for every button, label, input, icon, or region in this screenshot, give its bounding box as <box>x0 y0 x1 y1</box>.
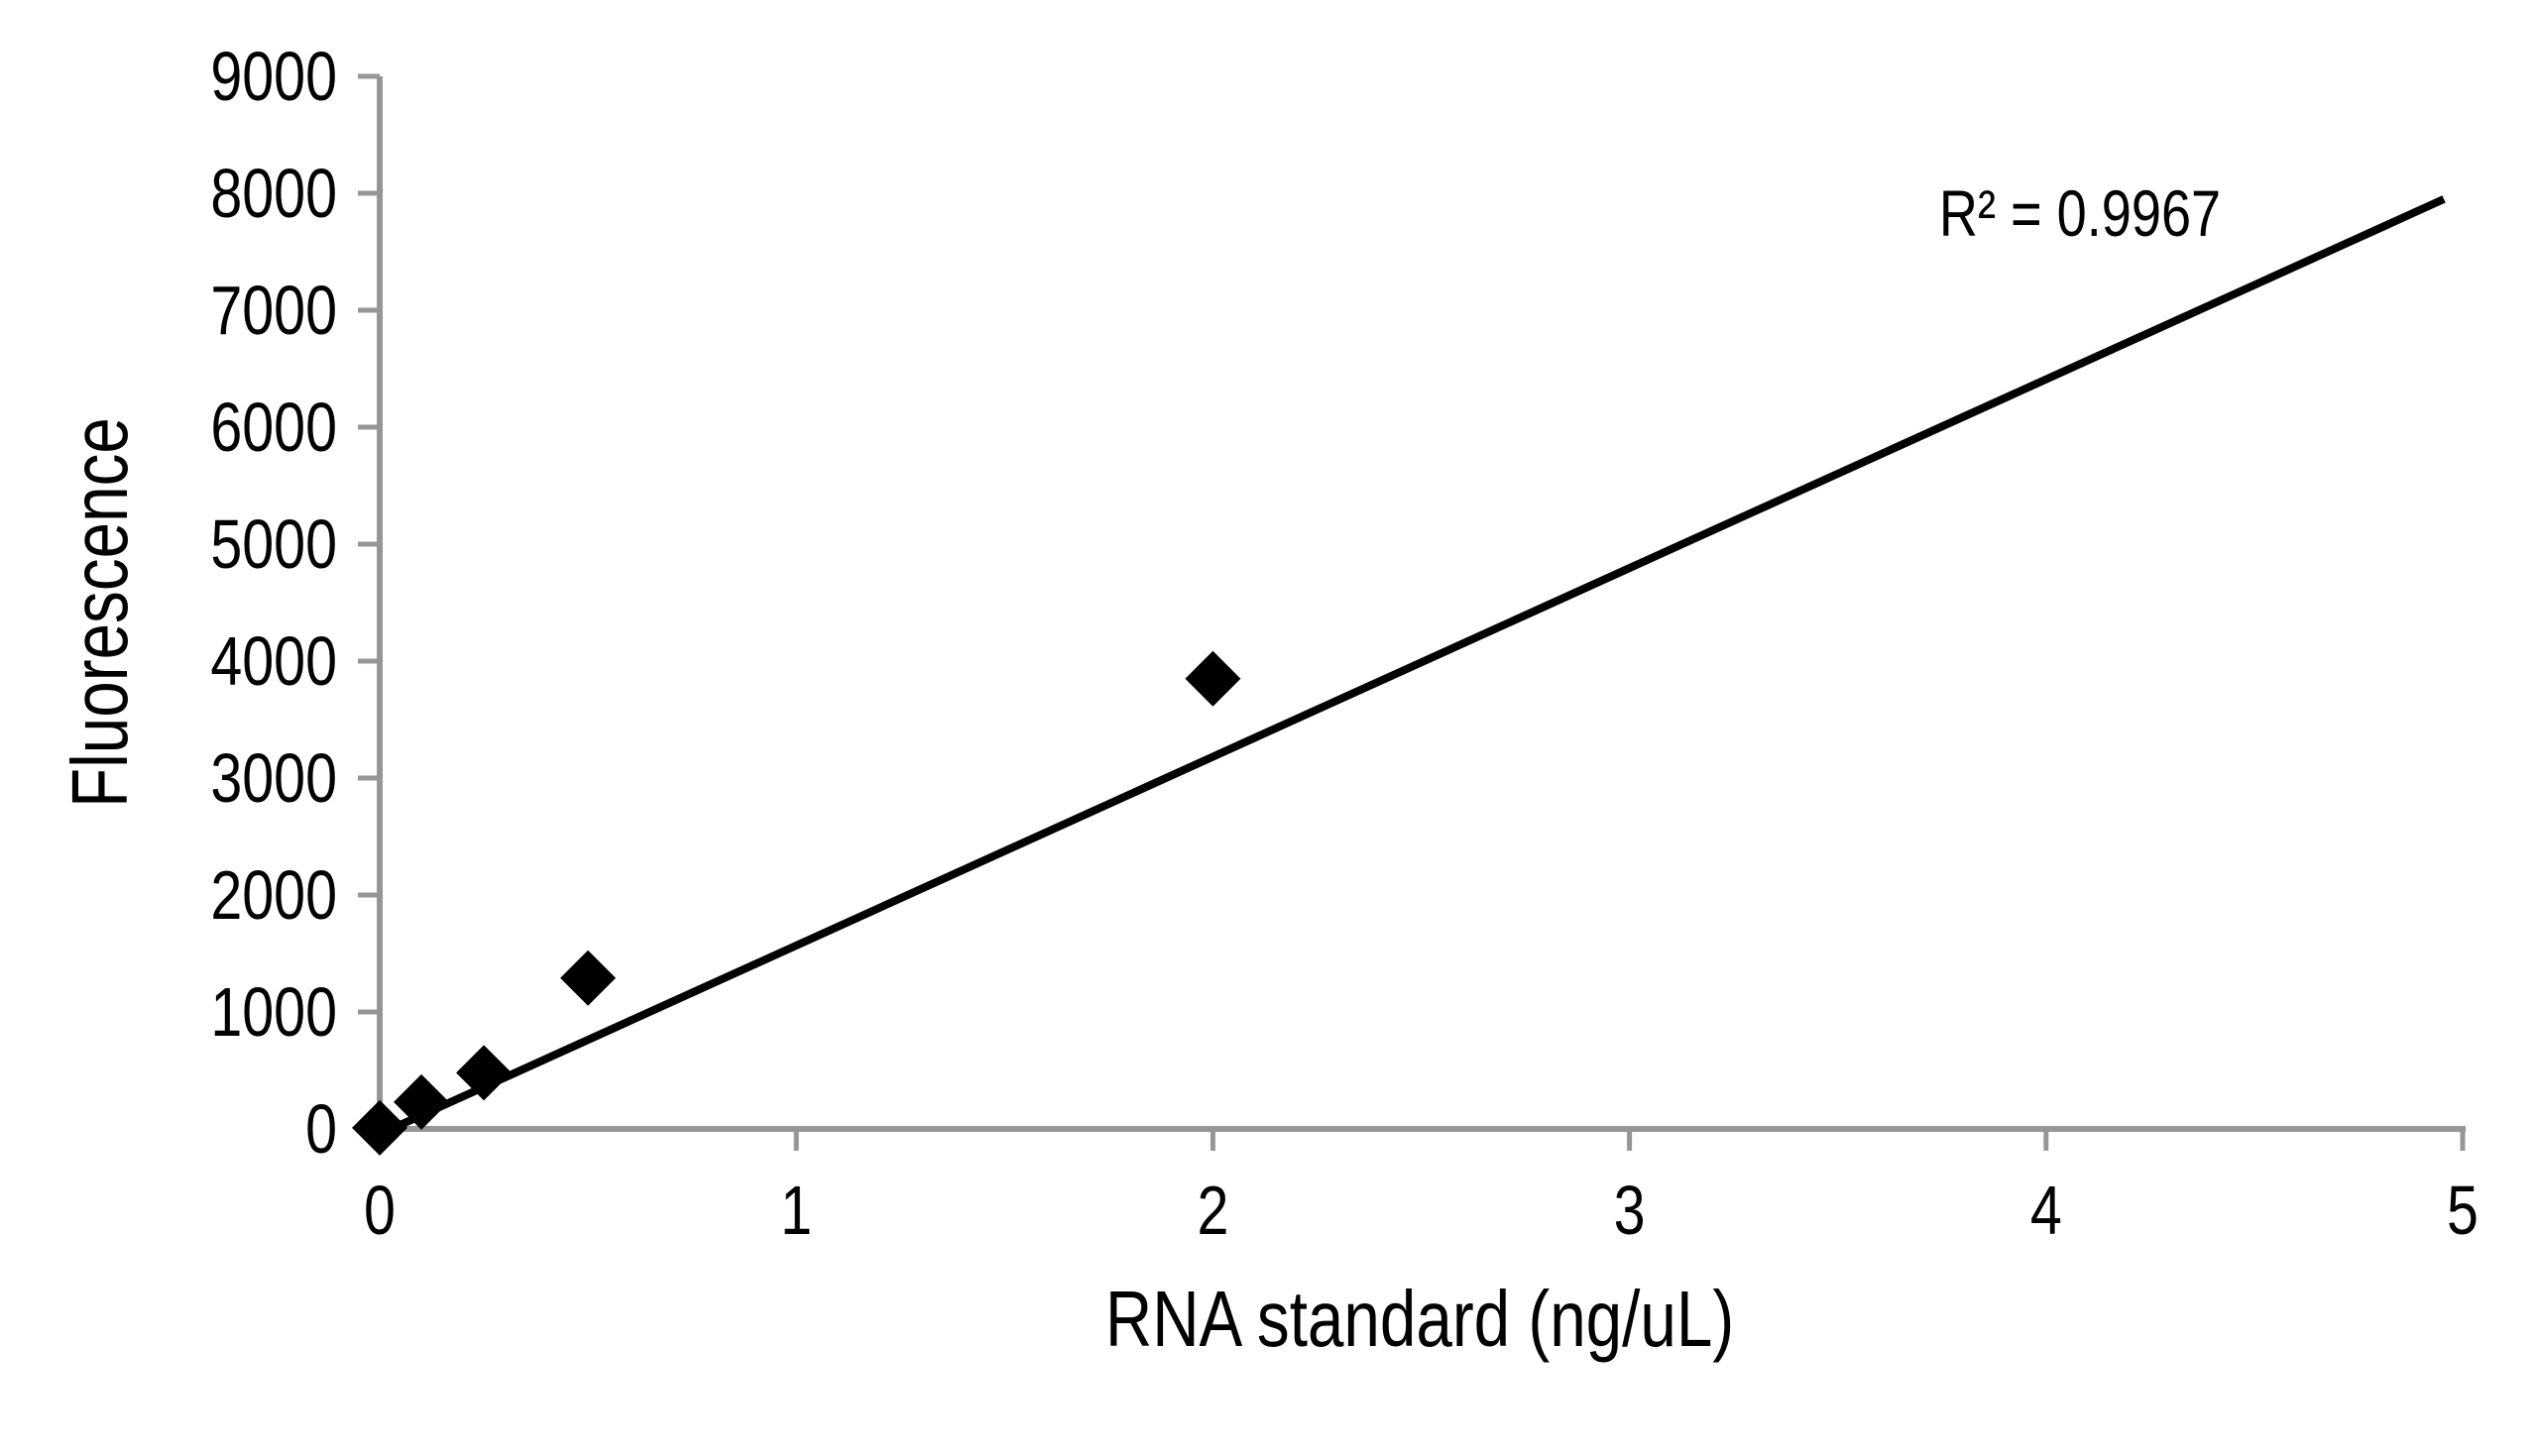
y-tick-label: 7000 <box>210 272 337 350</box>
y-tick-label: 1000 <box>210 973 337 1052</box>
r-squared-annotation: R² = 0.9967 <box>1939 176 2221 250</box>
data-series <box>352 195 2446 1156</box>
y-axis-title: Fluorescence <box>56 417 145 808</box>
y-tick-label: 9000 <box>210 38 337 116</box>
data-point <box>560 950 617 1006</box>
y-tick-label: 2000 <box>210 856 337 935</box>
x-axis-title: RNA standard (ng/uL) <box>1105 1275 1734 1364</box>
axes <box>377 76 2466 1132</box>
x-tick-label: 0 <box>364 1172 396 1250</box>
y-tick-label: 8000 <box>210 155 337 233</box>
data-point <box>352 1099 407 1156</box>
y-tick-label: 3000 <box>210 739 337 818</box>
tick-labels: 0 1000 2000 3000 4000 5000 6000 7000 8000 9000 0 1 2… <box>210 38 2479 1250</box>
y-tick-label: 6000 <box>210 389 337 467</box>
x-tick-label: 2 <box>1197 1172 1228 1250</box>
data-point <box>1185 650 1241 707</box>
x-tick-label: 4 <box>2030 1172 2062 1250</box>
x-tick-label: 1 <box>780 1172 812 1250</box>
trendline <box>378 195 2446 1138</box>
y-tick-label: 0 <box>305 1090 337 1169</box>
data-point <box>456 1045 513 1101</box>
x-tick-label: 3 <box>1614 1172 1646 1250</box>
y-tick-label: 4000 <box>210 622 337 701</box>
data-point <box>394 1073 450 1130</box>
x-tick-label: 5 <box>2447 1172 2479 1250</box>
y-tick-label: 5000 <box>210 505 337 584</box>
